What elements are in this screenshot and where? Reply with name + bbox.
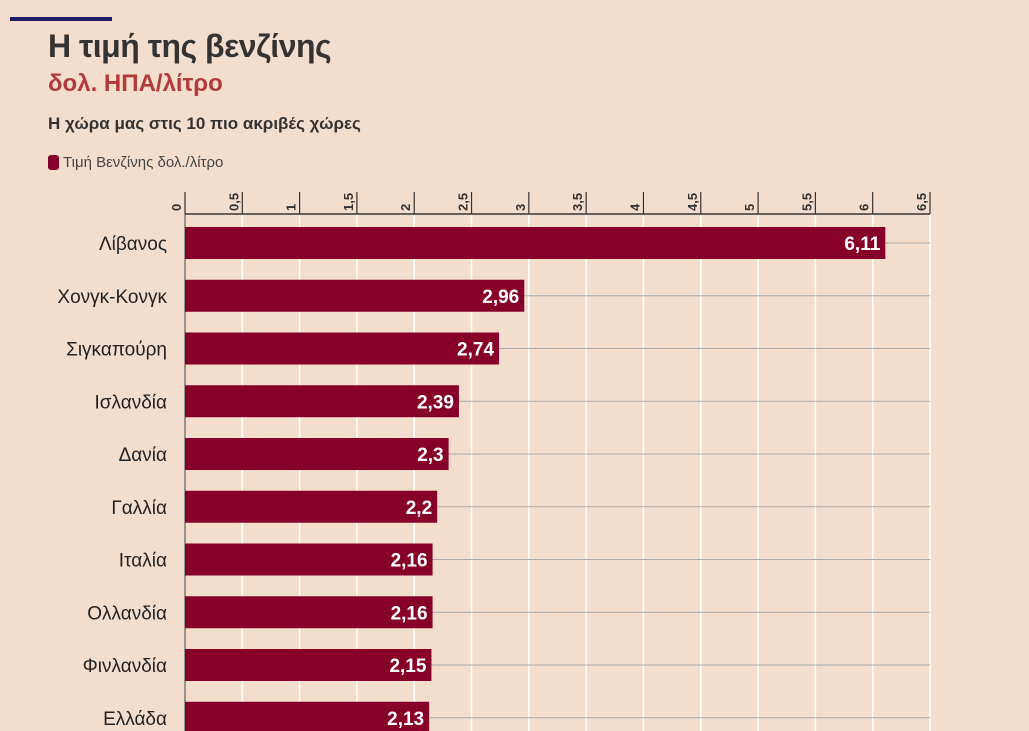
bar [185,490,438,523]
bar [185,543,433,576]
x-tick-label: 6 [857,204,872,211]
value-label: 2,16 [391,603,428,624]
x-tick-label: 0 [169,204,184,211]
category-label: Δανία [119,445,167,466]
x-tick-label: 5,5 [799,193,814,211]
category-label: Ελλάδα [103,709,167,730]
top-accent-bar [10,17,112,21]
x-tick-label: 3 [513,204,528,211]
x-tick-label: 2,5 [456,193,471,211]
value-label: 2,39 [417,392,454,413]
x-tick-label: 3,5 [570,193,585,211]
value-label: 2,2 [406,498,432,519]
x-tick-label: 4 [627,203,642,211]
value-label: 6,11 [844,234,880,255]
category-label: Ιταλία [119,551,167,572]
category-label: Χονγκ-Κονγκ [57,287,167,308]
x-tick-label: 1 [284,204,299,211]
chart-title: Η τιμή της βενζίνης [48,28,332,64]
x-tick-label: 1,5 [341,193,356,211]
category-label: Γαλλία [111,498,167,519]
x-tick-label: 4,5 [685,193,700,211]
chart-subtitle: δολ. ΗΠΑ/λίτρο [48,70,223,97]
category-label: Σιγκαπούρη [66,340,167,361]
category-label: Ισλανδία [95,392,167,413]
legend-swatch [48,155,59,170]
legend[interactable]: Τιμή Βενζίνης δολ./λίτρο [48,154,223,171]
x-tick-label: 2 [398,204,413,211]
bar [185,332,500,365]
bar [185,227,886,259]
bar [185,649,432,681]
bar [185,279,525,312]
value-label: 2,96 [482,287,519,308]
value-label: 2,3 [417,445,443,466]
legend-label: Τιμή Βενζίνης δολ./λίτρο [63,154,224,171]
x-tick-label: 5 [742,204,757,211]
bar [185,438,449,470]
value-label: 2,16 [391,551,428,572]
category-label: Ολλανδία [87,603,167,624]
bar [185,701,430,731]
value-label: 2,13 [387,709,424,730]
chart-caption: Η χώρα μας στις 10 πιο ακριβές χώρες [48,114,361,133]
category-label: Φινλανδία [83,656,167,677]
value-label: 2,15 [389,656,426,677]
bar [185,385,459,418]
category-label: Λίβανος [99,234,167,255]
x-tick-label: 6,5 [914,193,929,211]
x-tick-label: 0,5 [226,193,241,211]
bar [185,596,433,629]
value-label: 2,74 [457,340,494,361]
